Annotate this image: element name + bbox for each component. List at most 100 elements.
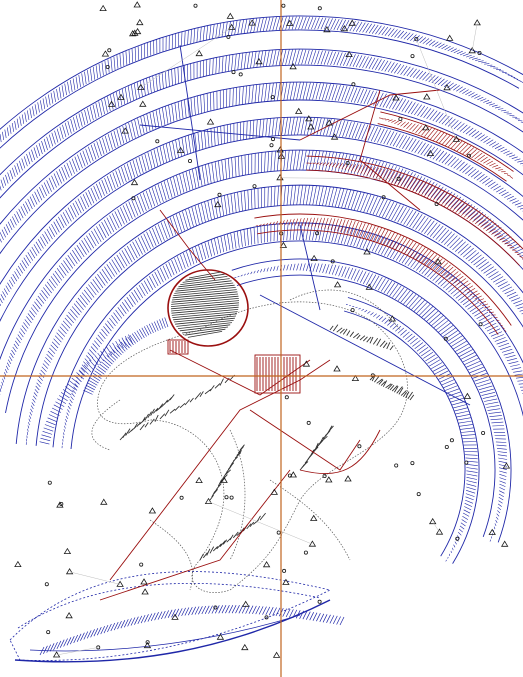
wave-arc	[231, 258, 512, 543]
triangle-marker	[220, 476, 228, 483]
wave-arc	[306, 155, 523, 250]
triangle-marker	[279, 241, 288, 248]
wave-hatch	[379, 117, 514, 179]
triangle-marker	[99, 4, 107, 11]
surfboard	[9, 571, 332, 663]
triangle-marker	[500, 540, 509, 547]
wave-arc	[0, 81, 523, 225]
web-line	[208, 501, 313, 545]
circle-marker	[229, 495, 234, 500]
triangle-marker	[344, 475, 352, 482]
triangle-marker	[272, 651, 281, 658]
visor-hatch	[188, 271, 222, 279]
triangle-marker	[443, 84, 451, 91]
triangle-marker	[309, 514, 318, 521]
triangle-marker	[262, 561, 271, 568]
triangle-marker	[128, 30, 137, 37]
triangle-marker	[206, 118, 215, 125]
triangle-marker	[148, 507, 157, 514]
triangle-marker	[65, 568, 74, 575]
triangle-marker	[248, 19, 256, 26]
visor-hatch	[182, 276, 228, 283]
circle-marker	[434, 201, 439, 206]
triangle-marker	[176, 146, 185, 153]
triangle-marker	[133, 27, 142, 35]
circle-marker	[193, 3, 198, 8]
triangle-marker	[141, 588, 149, 595]
circle-marker	[139, 562, 144, 567]
triangle-marker	[502, 462, 511, 469]
red-accent-arcs	[254, 111, 523, 335]
triangle-marker	[365, 283, 374, 290]
circle-marker	[252, 184, 257, 189]
triangle-marker	[139, 100, 147, 107]
circle-marker	[322, 473, 327, 478]
circle-marker	[330, 259, 335, 264]
visor-hatch	[171, 295, 239, 303]
triangle-marker	[100, 498, 108, 505]
triangle-marker	[270, 488, 279, 495]
triangle-marker	[14, 560, 22, 567]
wave-arc	[70, 240, 523, 450]
wave-band	[377, 111, 514, 182]
wave-arc	[0, 29, 520, 149]
wave-arc	[254, 213, 512, 326]
triangle-marker	[227, 23, 236, 30]
circle-marker	[357, 444, 362, 449]
triangle-marker	[131, 29, 139, 36]
triangle-marker	[117, 93, 125, 100]
circle-marker	[317, 599, 322, 604]
circle-marker	[410, 54, 415, 59]
triangle-marker	[333, 365, 341, 372]
wave-band	[0, 81, 523, 255]
web-line	[432, 521, 440, 533]
visor-hatch	[171, 306, 239, 314]
wave-hatch	[0, 16, 523, 143]
triangle-marker	[305, 115, 313, 122]
web-lines	[56, 22, 478, 656]
triangle-marker	[276, 146, 284, 153]
circle-marker	[481, 430, 486, 435]
circle-marker	[231, 70, 236, 75]
triangle-marker	[348, 19, 356, 26]
visor-hatch	[176, 282, 234, 290]
wave-hatch	[0, 82, 523, 243]
triangle-marker	[101, 50, 110, 57]
suit-fold-hatch	[329, 324, 394, 351]
helmet	[167, 269, 249, 347]
chest-pack-box	[254, 354, 301, 394]
wave-hatch	[306, 162, 523, 260]
wave-arc	[343, 310, 466, 557]
triangle-marker	[63, 547, 72, 554]
wave-arc	[0, 134, 523, 323]
triangle-marker	[428, 517, 437, 525]
triangle-marker	[65, 612, 73, 619]
triangle-marker	[325, 119, 333, 126]
circle-marker	[444, 444, 449, 449]
wave-hatch	[234, 263, 508, 542]
triangle-marker	[435, 528, 444, 535]
wave-arc	[15, 184, 523, 444]
wave-band	[254, 213, 512, 335]
triangle-marker	[133, 1, 141, 8]
circle-marker	[464, 460, 469, 465]
triangle-marker	[388, 315, 397, 322]
circle-marker	[226, 34, 231, 39]
visor-hatch	[171, 304, 239, 312]
circle-marker	[131, 196, 136, 201]
triangle-marker	[345, 50, 353, 57]
triangle-marker	[423, 93, 431, 100]
triangle-marker	[468, 47, 476, 54]
circle-marker	[394, 463, 399, 468]
triangle-marker	[452, 135, 461, 142]
wave-arc	[236, 274, 496, 538]
triangle-marker	[488, 528, 496, 535]
circle-marker	[381, 195, 386, 200]
visor-hatch	[173, 315, 237, 323]
wave-band	[0, 15, 523, 149]
triangle-marker	[130, 178, 139, 186]
circle-marker	[105, 65, 110, 70]
